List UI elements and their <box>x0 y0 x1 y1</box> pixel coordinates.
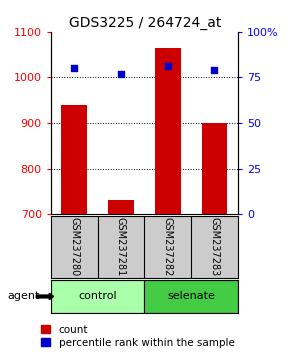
Text: agent: agent <box>7 291 40 302</box>
Text: GSM237283: GSM237283 <box>209 217 220 276</box>
Text: GSM237280: GSM237280 <box>69 217 79 276</box>
Point <box>119 71 123 76</box>
Legend: count, percentile rank within the sample: count, percentile rank within the sample <box>40 324 236 349</box>
Text: control: control <box>78 291 117 302</box>
Bar <box>155 48 180 214</box>
Point <box>212 67 217 73</box>
Text: GDS3225 / 264724_at: GDS3225 / 264724_at <box>69 16 221 30</box>
Text: selenate: selenate <box>167 291 215 302</box>
Point <box>72 65 77 71</box>
Bar <box>61 105 87 214</box>
Point <box>165 64 170 69</box>
Text: GSM237281: GSM237281 <box>116 217 126 276</box>
Text: GSM237282: GSM237282 <box>163 217 173 276</box>
Bar <box>144 280 238 313</box>
Bar <box>202 123 227 214</box>
Bar <box>51 280 144 313</box>
Bar <box>108 200 134 214</box>
